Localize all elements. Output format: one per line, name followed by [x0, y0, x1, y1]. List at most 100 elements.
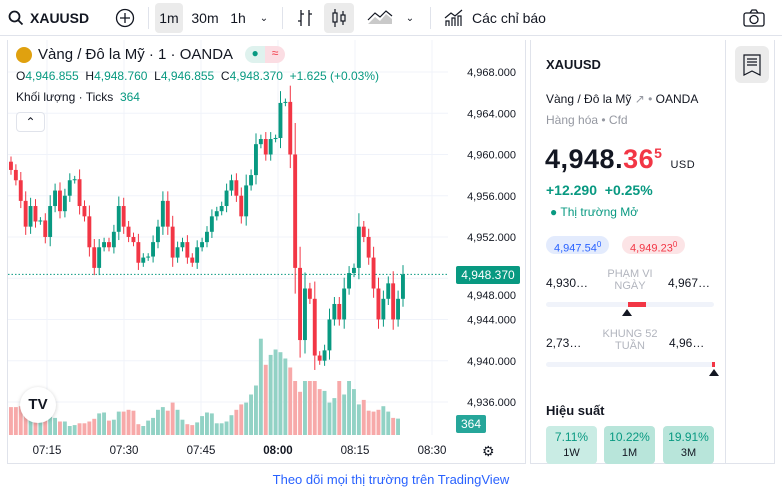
candle-body: [92, 247, 97, 268]
right-sidebar: [725, 40, 775, 464]
volume-legend: Khối lượng · Ticks 364: [16, 90, 140, 104]
volume-bar: [102, 412, 106, 435]
gold-symbol-icon: [16, 46, 32, 63]
volume-bar: [209, 413, 214, 435]
symbol-search-button[interactable]: XAUUSD: [8, 3, 93, 33]
volume-bar: [205, 412, 209, 435]
volume-bar: [371, 411, 376, 435]
volume-bar: [185, 424, 190, 435]
indicators-button[interactable]: Các chỉ báo: [440, 3, 550, 33]
volume-bar: [97, 413, 102, 435]
volume-bar: [263, 364, 268, 435]
symbol-label: XAUUSD: [30, 10, 90, 26]
chart-pane[interactable]: 4,968.000 4,964.000 4,960.000 4,956.000 4,95…: [7, 40, 526, 464]
volume-bar: [9, 407, 13, 435]
candle-body: [72, 179, 77, 181]
external-link-icon[interactable]: ↗: [634, 92, 645, 106]
candle-body: [185, 242, 190, 258]
volume-bar: [82, 423, 87, 435]
candle-body: [156, 226, 160, 243]
volume-bar: [356, 404, 361, 435]
day-range-bar: [546, 302, 714, 307]
price-tick-label: 4,952.000: [467, 232, 516, 244]
candle-body: [283, 101, 288, 103]
volume-bar: [13, 407, 18, 435]
interval-dropdown-chevron-icon[interactable]: ⌄: [259, 12, 269, 24]
volume-bar: [107, 420, 111, 435]
volume-bar: [28, 412, 33, 435]
volume-bar: [87, 421, 92, 435]
screenshot-camera-icon[interactable]: [740, 3, 768, 33]
candle-body: [229, 180, 234, 191]
candle-body: [376, 288, 381, 320]
volume-bar: [48, 417, 53, 435]
day-range-low: 4,930…: [546, 276, 589, 290]
candle-body: [244, 185, 249, 217]
market-status-badge[interactable]: ● ≈: [245, 46, 286, 63]
candle-body: [293, 154, 298, 268]
details-panel-button[interactable]: [735, 46, 769, 83]
candle-body: [58, 190, 62, 212]
tradingview-footer-link[interactable]: Theo dõi mọi thị trường trên TradingView: [272, 472, 510, 487]
volume-bar: [258, 338, 263, 435]
week52-marker: [709, 369, 719, 376]
perf-1w[interactable]: 7.11% 1W: [546, 426, 597, 464]
interval-1h[interactable]: 1h: [230, 10, 246, 26]
candle-body: [18, 180, 23, 201]
indicators-label: Các chỉ báo: [472, 10, 546, 26]
price-tick-label: 4,964.000: [467, 108, 516, 120]
candle-body: [332, 303, 337, 320]
time-axis-settings-icon[interactable]: ⚙: [482, 443, 495, 459]
volume-bar: [165, 410, 170, 435]
candle-body: [48, 206, 53, 237]
candlestick-chart[interactable]: 4,968.000 4,964.000 4,960.000 4,956.000 4,95…: [8, 40, 527, 464]
candle-body: [352, 267, 356, 274]
candle-body: [190, 257, 195, 263]
volume-bar: [141, 426, 146, 435]
search-icon: [8, 10, 24, 26]
collapse-legend-button[interactable]: ⌃: [16, 112, 45, 132]
candle-body: [111, 231, 116, 248]
candle-body: [224, 190, 229, 207]
price-tick-label: 4,944.000: [467, 315, 516, 327]
candle-body: [234, 180, 239, 196]
volume-bar: [273, 349, 278, 435]
volume-bar: [381, 406, 386, 435]
interval-30m[interactable]: 30m: [191, 10, 219, 26]
candle-body: [131, 236, 136, 243]
indicators-icon: [444, 9, 463, 26]
candle-body: [107, 242, 111, 248]
area-chart-type-icon[interactable]: [364, 3, 396, 33]
time-tick-label: 07:15: [33, 445, 62, 457]
perf-1m[interactable]: 10.22% 1M: [604, 426, 655, 464]
perf-3m[interactable]: 19.91% 3M: [663, 426, 714, 464]
candle-body: [342, 288, 347, 320]
week52-low: 2,73…: [546, 336, 582, 350]
compare-button[interactable]: [112, 3, 138, 33]
candle-body: [126, 226, 131, 237]
volume-bar: [376, 409, 381, 435]
chart-type-chevron-icon[interactable]: ⌄: [405, 12, 415, 24]
volume-bar: [249, 394, 253, 435]
current-price-label: 4,948.370: [456, 266, 520, 284]
candle-body: [160, 200, 165, 227]
performance-heading: Hiệu suất: [546, 403, 605, 418]
volume-bar: [160, 407, 165, 435]
symbol-name-link[interactable]: Vàng / Đô la Mỹ: [546, 92, 632, 106]
volume-bar: [18, 406, 23, 435]
week52-label: KHUNG 52 TUẦN: [602, 328, 658, 352]
interval-1m[interactable]: 1m: [155, 3, 183, 33]
candle-body: [239, 195, 244, 217]
volume-bar: [146, 420, 151, 435]
bar-chart-type-icon[interactable]: [292, 3, 318, 33]
volume-bar: [347, 381, 351, 435]
volume-bar: [288, 367, 293, 435]
volume-bar: [224, 421, 229, 435]
tradingview-logo[interactable]: TV: [20, 387, 56, 423]
candle-chart-type-icon[interactable]: [324, 3, 354, 33]
candle-body: [327, 319, 332, 351]
volume-bar: [239, 404, 244, 435]
price-tick-label: 4,936.000: [467, 397, 516, 409]
candle-body: [33, 206, 38, 222]
candle-body: [67, 180, 72, 196]
